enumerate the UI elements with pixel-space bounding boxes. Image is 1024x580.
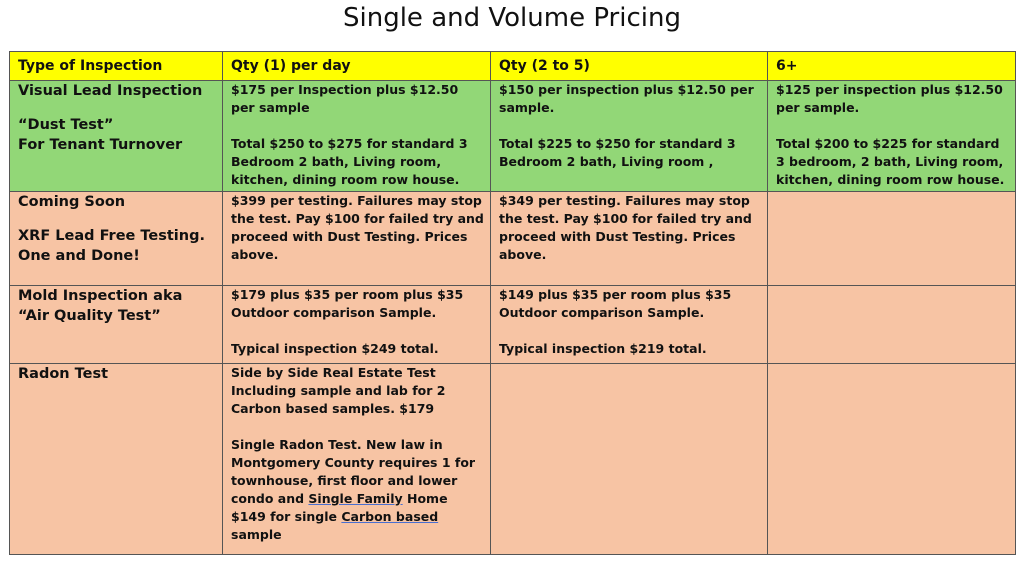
table-row: Radon Test Side by Side Real Estate Test… [9,363,1016,555]
price-cell [490,363,768,555]
price-text: $149 plus $35 per room plus $35 Outdoor … [499,287,732,320]
type-title: Visual Lead Inspection [18,83,203,99]
header-type: Type of Inspection [9,51,223,81]
price-cell: $125 per inspection plus $12.50 per samp… [767,80,1016,192]
price-text: Total $225 to $250 for standard 3 Bedroo… [499,136,736,169]
header-qty6: 6+ [767,51,1016,81]
price-cell [767,285,1016,364]
price-text: Total $250 to $275 for standard 3 Bedroo… [231,136,468,187]
price-text: $125 per inspection plus $12.50 per samp… [776,82,1003,115]
underlined-text: Carbon based [341,509,439,524]
price-text: Side by Side Real Estate Test Including … [231,365,446,416]
type-title: Coming Soon [18,194,126,210]
price-cell: $179 plus $35 per room plus $35 Outdoor … [222,285,491,364]
price-text-part: Home $149 for single [231,491,448,524]
price-text: $179 plus $35 per room plus $35 Outdoor … [231,287,464,320]
price-cell: $399 per testing. Failures may stop the … [222,191,491,286]
table-row: Mold Inspection aka “Air Quality Test” $… [9,285,1016,364]
price-text: Typical inspection $219 total. [499,341,707,356]
header-row: Type of Inspection Qty (1) per day Qty (… [9,51,1016,81]
type-cell: Visual Lead Inspection “Dust Test” For T… [9,80,223,192]
header-qty1: Qty (1) per day [222,51,491,81]
price-text: Single Radon Test. New law in Montgomery… [231,436,486,544]
type-cell: Mold Inspection aka “Air Quality Test” [9,285,223,364]
price-cell: $175 per Inspection plus $12.50 per samp… [222,80,491,192]
price-text: $175 per Inspection plus $12.50 per samp… [231,82,459,115]
price-cell [767,191,1016,286]
price-cell: Side by Side Real Estate Test Including … [222,363,491,555]
header-qty2-5: Qty (2 to 5) [490,51,768,81]
price-text: $150 per inspection plus $12.50 per samp… [499,82,754,115]
price-cell: $149 plus $35 per room plus $35 Outdoor … [490,285,768,364]
type-cell: Radon Test [9,363,223,555]
underlined-text: Single Family [308,491,403,506]
type-cell: Coming Soon XRF Lead Free Testing. One a… [9,191,223,286]
price-cell: $150 per inspection plus $12.50 per samp… [490,80,768,192]
page-title: Single and Volume Pricing [343,3,681,33]
type-subtitle: XRF Lead Free Testing. One and Done! [18,228,205,264]
type-subtitle: “Dust Test” [18,117,114,133]
price-text-part: Single Radon Test. New law in Montgomery… [231,437,476,506]
price-cell: $349 per testing. Failures may stop the … [490,191,768,286]
table-row: Visual Lead Inspection “Dust Test” For T… [9,80,1016,192]
type-subtitle: For Tenant Turnover [18,137,183,153]
price-text-part: sample [231,527,282,542]
price-text: Total $200 to $225 for standard 3 bedroo… [776,136,1005,187]
price-text: Typical inspection $249 total. [231,341,439,356]
table-row: Coming Soon XRF Lead Free Testing. One a… [9,191,1016,286]
pricing-table: Type of Inspection Qty (1) per day Qty (… [9,51,1016,555]
price-cell [767,363,1016,555]
